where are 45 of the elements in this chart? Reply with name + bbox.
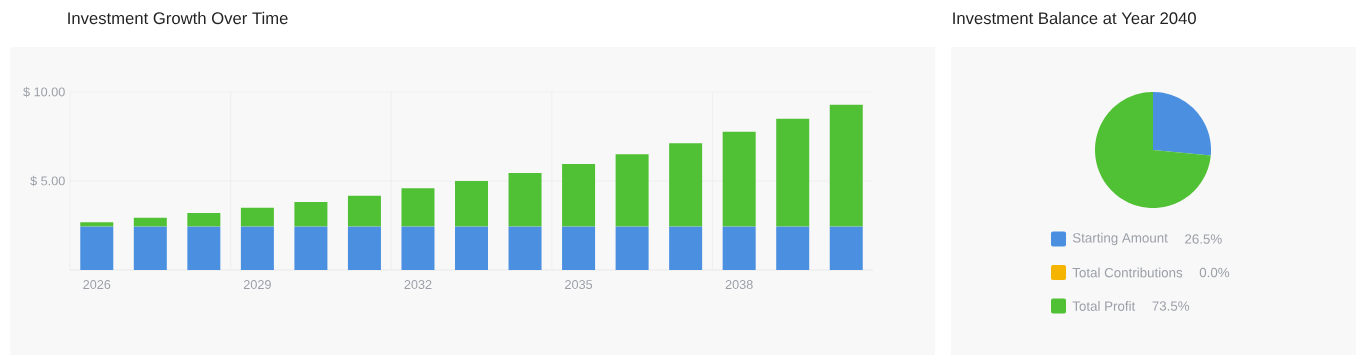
bar: [347, 226, 381, 270]
bar: [294, 202, 328, 227]
x-tick-label: 2029: [243, 280, 271, 290]
y-tick-label: $ 10.00: [23, 86, 65, 98]
x-tick-label: 2035: [565, 280, 593, 290]
y-tick-label: $ 5.00: [30, 175, 65, 187]
bar: [669, 226, 703, 270]
legend-label: Total Contributions: [1072, 267, 1183, 278]
bar: [294, 226, 328, 270]
bar: [669, 143, 703, 227]
x-tick-label: 2032: [404, 280, 432, 290]
bar: [80, 222, 114, 227]
legend-label: Starting Amount: [1072, 232, 1168, 246]
chart-title: Investment Balance at Year 2040: [953, 11, 1196, 25]
bar: [187, 226, 221, 270]
bar: [615, 226, 649, 270]
bar: [455, 226, 489, 270]
bar: [776, 118, 810, 227]
x-tick-label: 2026: [83, 280, 111, 290]
bar: [133, 217, 167, 227]
bar: [347, 195, 381, 227]
bar: [187, 213, 221, 227]
bar: [776, 226, 810, 270]
bar: [562, 163, 596, 227]
bar: [722, 131, 756, 227]
bar: [133, 226, 167, 270]
bar: [401, 188, 435, 227]
bar: [829, 104, 863, 227]
bar: [829, 226, 863, 270]
x-tick-label: 2038: [725, 280, 753, 290]
bar: [508, 226, 542, 270]
bar: [508, 172, 542, 227]
bar: [562, 226, 596, 270]
bar: [401, 226, 435, 270]
bar: [240, 207, 274, 227]
bar: [722, 226, 756, 270]
text: 0.0%: [1199, 267, 1230, 278]
chart-title: Investment Growth Over Time: [68, 11, 288, 25]
bar: [455, 181, 489, 227]
data-label: 26.5%: [1185, 234, 1222, 244]
bar: [615, 154, 649, 227]
legend-label: Total Profit: [1072, 301, 1136, 311]
data-label: 73.5%: [1152, 301, 1190, 311]
bar: [80, 226, 114, 270]
bar: [240, 226, 274, 270]
